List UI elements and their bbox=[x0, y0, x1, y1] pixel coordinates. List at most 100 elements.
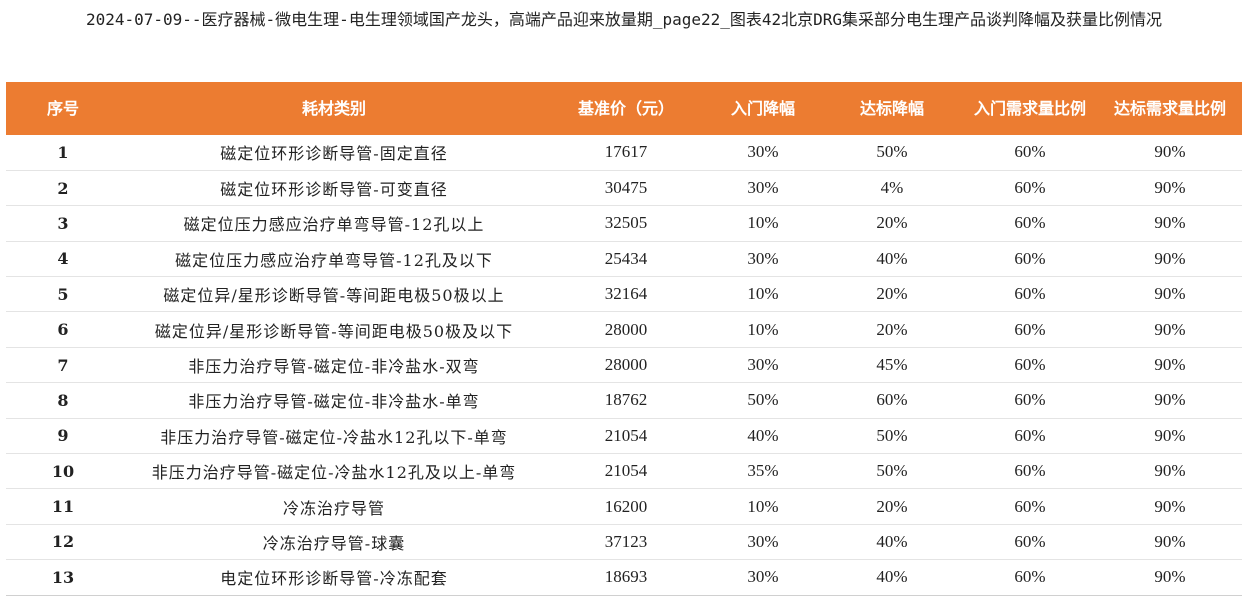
table-cell: 21054 bbox=[548, 453, 704, 490]
table-cell: 非压力治疗导管-磁定位-冷盐水12孔以下-单弯 bbox=[120, 418, 548, 455]
table-cell: 60% bbox=[962, 347, 1098, 384]
table-cell: 1 bbox=[6, 135, 120, 171]
col-header-category: 耗材类别 bbox=[120, 82, 548, 135]
table-row: 1 磁定位环形诊断导管-固定直径 17617 30% 50% 60% 90% bbox=[6, 135, 1242, 171]
table-cell: 60% bbox=[962, 170, 1098, 207]
table-cell: 30% bbox=[704, 559, 822, 596]
col-header-entry-reduction: 入门降幅 bbox=[704, 82, 822, 135]
table-cell: 30% bbox=[704, 347, 822, 384]
table-cell: 2 bbox=[6, 170, 120, 207]
table-cell: 28000 bbox=[548, 347, 704, 384]
table-cell: 4% bbox=[822, 170, 962, 207]
table-cell: 磁定位异/星形诊断导管-等间距电极50极及以下 bbox=[120, 311, 548, 348]
table-cell: 30% bbox=[704, 524, 822, 561]
table-cell: 60% bbox=[962, 418, 1098, 455]
table-row: 3 磁定位压力感应治疗单弯导管-12孔以上 32505 10% 20% 60% 90% bbox=[6, 205, 1242, 242]
chart-title: 2024-07-09--医疗器械-微电生理-电生理领域国产龙头，高端产品迎来放量… bbox=[85, 10, 1163, 29]
table-row: 9 非压力治疗导管-磁定位-冷盐水12孔以下-单弯 21054 40% 50% 60% 90… bbox=[6, 418, 1242, 455]
table-cell: 40% bbox=[822, 559, 962, 596]
table-cell: 40% bbox=[822, 524, 962, 561]
table-cell: 25434 bbox=[548, 241, 704, 278]
table-cell: 20% bbox=[822, 205, 962, 242]
header-row: 序号 耗材类别 基准价（元） 入门降幅 达标降幅 入门需求量比例 达标需求量比例 bbox=[6, 82, 1242, 135]
table-cell: 40% bbox=[822, 241, 962, 278]
table-cell: 60% bbox=[962, 311, 1098, 348]
table-cell: 磁定位环形诊断导管-固定直径 bbox=[120, 135, 548, 171]
table-cell: 3 bbox=[6, 205, 120, 242]
table-cell: 90% bbox=[1098, 453, 1242, 490]
table-cell: 40% bbox=[704, 418, 822, 455]
data-table-container: 序号 耗材类别 基准价（元） 入门降幅 达标降幅 入门需求量比例 达标需求量比例 1 磁定位环… bbox=[6, 82, 1242, 596]
col-header-target-demand-ratio: 达标需求量比例 bbox=[1098, 82, 1242, 135]
table-row: 5 磁定位异/星形诊断导管-等间距电极50极以上 32164 10% 20% 60% 90% bbox=[6, 276, 1242, 313]
table-cell: 90% bbox=[1098, 205, 1242, 242]
table-cell: 10% bbox=[704, 311, 822, 348]
table-cell: 磁定位异/星形诊断导管-等间距电极50极以上 bbox=[120, 276, 548, 313]
table-cell: 磁定位压力感应治疗单弯导管-12孔及以下 bbox=[120, 241, 548, 278]
col-header-base-price: 基准价（元） bbox=[548, 82, 704, 135]
table-row: 13 电定位环形诊断导管-冷冻配套 18693 30% 40% 60% 90% bbox=[6, 559, 1242, 596]
table-cell: 30% bbox=[704, 135, 822, 171]
table-cell: 非压力治疗导管-磁定位-冷盐水12孔及以上-单弯 bbox=[120, 453, 548, 490]
table-cell: 20% bbox=[822, 276, 962, 313]
col-header-entry-demand-ratio: 入门需求量比例 bbox=[962, 82, 1098, 135]
table-cell: 冷冻治疗导管-球囊 bbox=[120, 524, 548, 561]
table-cell: 30% bbox=[704, 170, 822, 207]
table-cell: 5 bbox=[6, 276, 120, 313]
table-cell: 30475 bbox=[548, 170, 704, 207]
table-cell: 60% bbox=[962, 205, 1098, 242]
table-cell: 90% bbox=[1098, 488, 1242, 525]
table-cell: 16200 bbox=[548, 488, 704, 525]
table-cell: 非压力治疗导管-磁定位-非冷盐水-单弯 bbox=[120, 382, 548, 419]
table-cell: 90% bbox=[1098, 382, 1242, 419]
table-row: 10 非压力治疗导管-磁定位-冷盐水12孔及以上-单弯 21054 35% 50% 60%… bbox=[6, 453, 1242, 490]
table-cell: 90% bbox=[1098, 418, 1242, 455]
table-cell: 50% bbox=[822, 453, 962, 490]
table-cell: 6 bbox=[6, 311, 120, 348]
table-cell: 60% bbox=[822, 382, 962, 419]
table-cell: 电定位环形诊断导管-冷冻配套 bbox=[120, 559, 548, 596]
table-cell: 60% bbox=[962, 135, 1098, 171]
table-cell: 90% bbox=[1098, 135, 1242, 171]
table-cell: 28000 bbox=[548, 311, 704, 348]
table-cell: 90% bbox=[1098, 559, 1242, 596]
table-cell: 10% bbox=[704, 205, 822, 242]
table-cell: 10% bbox=[704, 488, 822, 525]
table-cell: 90% bbox=[1098, 347, 1242, 384]
table-cell: 60% bbox=[962, 382, 1098, 419]
table-row: 12 冷冻治疗导管-球囊 37123 30% 40% 60% 90% bbox=[6, 524, 1242, 561]
table-cell: 18762 bbox=[548, 382, 704, 419]
table-cell: 35% bbox=[704, 453, 822, 490]
table-cell: 4 bbox=[6, 241, 120, 278]
table-cell: 10% bbox=[704, 276, 822, 313]
table-cell: 13 bbox=[6, 559, 120, 596]
table-cell: 60% bbox=[962, 488, 1098, 525]
table-cell: 18693 bbox=[548, 559, 704, 596]
table-cell: 60% bbox=[962, 524, 1098, 561]
table-cell: 20% bbox=[822, 488, 962, 525]
table-cell: 12 bbox=[6, 524, 120, 561]
table-cell: 20% bbox=[822, 311, 962, 348]
table-cell: 60% bbox=[962, 559, 1098, 596]
table-row: 4 磁定位压力感应治疗单弯导管-12孔及以下 25434 30% 40% 60% 90% bbox=[6, 241, 1242, 278]
table-cell: 9 bbox=[6, 418, 120, 455]
table-cell: 90% bbox=[1098, 276, 1242, 313]
table-cell: 17617 bbox=[548, 135, 704, 171]
table-cell: 45% bbox=[822, 347, 962, 384]
table-cell: 50% bbox=[822, 135, 962, 171]
table-cell: 90% bbox=[1098, 524, 1242, 561]
data-table: 序号 耗材类别 基准价（元） 入门降幅 达标降幅 入门需求量比例 达标需求量比例 1 磁定位环… bbox=[6, 82, 1242, 596]
table-cell: 7 bbox=[6, 347, 120, 384]
table-cell: 50% bbox=[822, 418, 962, 455]
table-row: 8 非压力治疗导管-磁定位-非冷盐水-单弯 18762 50% 60% 60% 90% bbox=[6, 382, 1242, 419]
table-header: 序号 耗材类别 基准价（元） 入门降幅 达标降幅 入门需求量比例 达标需求量比例 bbox=[6, 82, 1242, 135]
table-cell: 11 bbox=[6, 488, 120, 525]
table-cell: 非压力治疗导管-磁定位-非冷盐水-双弯 bbox=[120, 347, 548, 384]
table-row: 2 磁定位环形诊断导管-可变直径 30475 30% 4% 60% 90% bbox=[6, 170, 1242, 207]
table-cell: 60% bbox=[962, 453, 1098, 490]
col-header-target-reduction: 达标降幅 bbox=[822, 82, 962, 135]
table-cell: 90% bbox=[1098, 311, 1242, 348]
table-cell: 21054 bbox=[548, 418, 704, 455]
table-cell: 10 bbox=[6, 453, 120, 490]
table-cell: 冷冻治疗导管 bbox=[120, 488, 548, 525]
